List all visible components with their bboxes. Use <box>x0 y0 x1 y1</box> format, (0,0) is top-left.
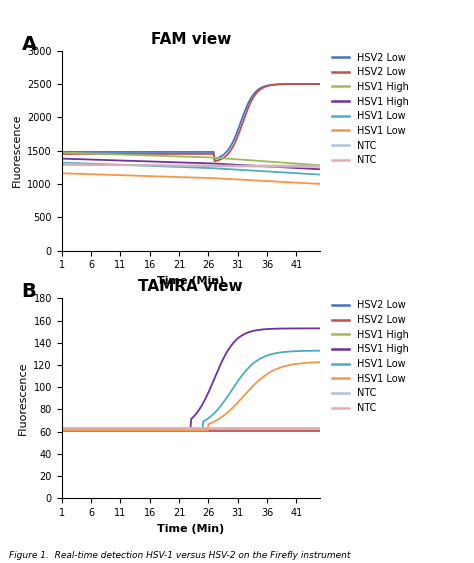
Text: A: A <box>22 35 36 53</box>
Y-axis label: Fluorescence: Fluorescence <box>18 361 28 435</box>
Text: Figure 1.  Real-time detection HSV-1 versus HSV-2 on the Firefly instrument: Figure 1. Real-time detection HSV-1 vers… <box>9 551 351 560</box>
Legend: HSV2 Low, HSV2 Low, HSV1 High, HSV1 High, HSV1 Low, HSV1 Low, NTC, NTC: HSV2 Low, HSV2 Low, HSV1 High, HSV1 High… <box>328 48 413 169</box>
Title: FAM view: FAM view <box>151 32 231 47</box>
Legend: HSV2 Low, HSV2 Low, HSV1 High, HSV1 High, HSV1 Low, HSV1 Low, NTC, NTC: HSV2 Low, HSV2 Low, HSV1 High, HSV1 High… <box>328 296 413 417</box>
X-axis label: Time (Min): Time (Min) <box>157 524 224 534</box>
Y-axis label: Fluorescence: Fluorescence <box>11 114 22 187</box>
Text: B: B <box>22 283 36 301</box>
Title: TAMRA view: TAMRA view <box>138 279 243 294</box>
X-axis label: Time (Min): Time (Min) <box>157 276 224 286</box>
